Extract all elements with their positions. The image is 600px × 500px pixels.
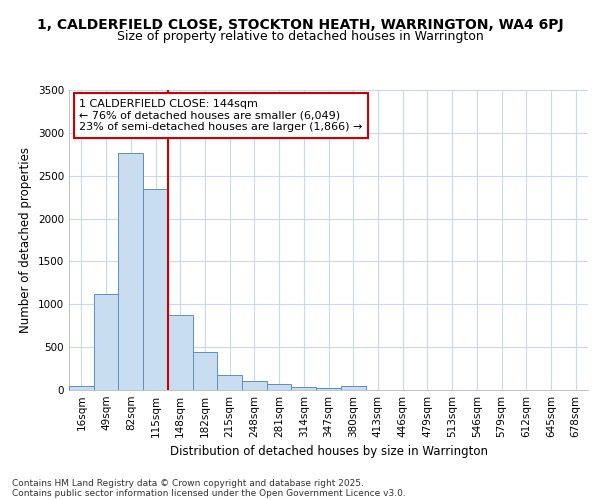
Bar [292, 388, 316, 390]
Text: Contains HM Land Registry data © Crown copyright and database right 2025.: Contains HM Land Registry data © Crown c… [12, 478, 364, 488]
Bar [316, 388, 341, 390]
X-axis label: Distribution of detached houses by size in Warrington: Distribution of detached houses by size … [170, 446, 487, 458]
Bar [193, 352, 217, 390]
Bar [217, 375, 242, 390]
Text: Size of property relative to detached houses in Warrington: Size of property relative to detached ho… [116, 30, 484, 43]
Text: Contains public sector information licensed under the Open Government Licence v3: Contains public sector information licen… [12, 488, 406, 498]
Bar [143, 188, 168, 390]
Bar [341, 386, 365, 390]
Y-axis label: Number of detached properties: Number of detached properties [19, 147, 32, 333]
Bar [168, 314, 193, 390]
Text: 1 CALDERFIELD CLOSE: 144sqm
← 76% of detached houses are smaller (6,049)
23% of : 1 CALDERFIELD CLOSE: 144sqm ← 76% of det… [79, 99, 363, 132]
Bar [94, 294, 118, 390]
Bar [267, 384, 292, 390]
Bar [242, 382, 267, 390]
Bar [118, 154, 143, 390]
Text: 1, CALDERFIELD CLOSE, STOCKTON HEATH, WARRINGTON, WA4 6PJ: 1, CALDERFIELD CLOSE, STOCKTON HEATH, WA… [37, 18, 563, 32]
Bar [69, 386, 94, 390]
